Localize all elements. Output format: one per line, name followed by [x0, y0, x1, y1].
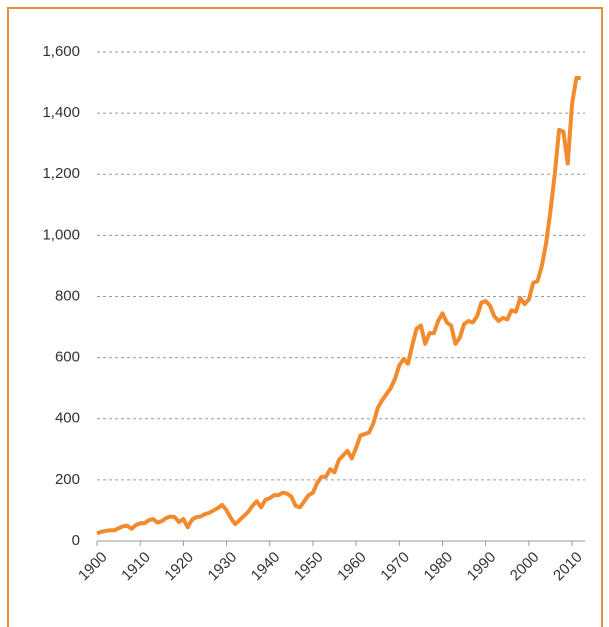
x-tick-label: 1950: [291, 549, 327, 585]
y-tick-label: 0: [72, 532, 80, 549]
x-tick-label: 1940: [248, 549, 284, 585]
y-tick-label: 800: [55, 287, 80, 304]
x-tick-label: 1970: [377, 549, 413, 585]
x-tick-label: 1960: [334, 549, 370, 585]
line-series: [96, 75, 581, 536]
y-tick-label: 400: [55, 410, 80, 427]
y-tick-label: 1,200: [42, 165, 80, 182]
y-tick-label: 1,600: [42, 43, 80, 60]
x-tick-label: 1990: [464, 549, 500, 585]
x-tick-label: 2000: [507, 549, 543, 585]
x-tick-label: 1930: [205, 549, 241, 585]
x-tick-label: 1920: [161, 549, 197, 585]
x-tick-label: 1900: [75, 549, 111, 585]
x-tick-label: 1980: [421, 549, 457, 585]
y-tick-label: 600: [55, 349, 80, 366]
y-tick-label: 1,000: [42, 226, 80, 243]
x-tick-label: 1910: [118, 549, 154, 585]
frame: [7, 7, 603, 627]
y-tick-label: 200: [55, 471, 80, 488]
x-tick-label: 2010: [550, 549, 586, 585]
y-tick-label: 1,400: [42, 104, 80, 121]
